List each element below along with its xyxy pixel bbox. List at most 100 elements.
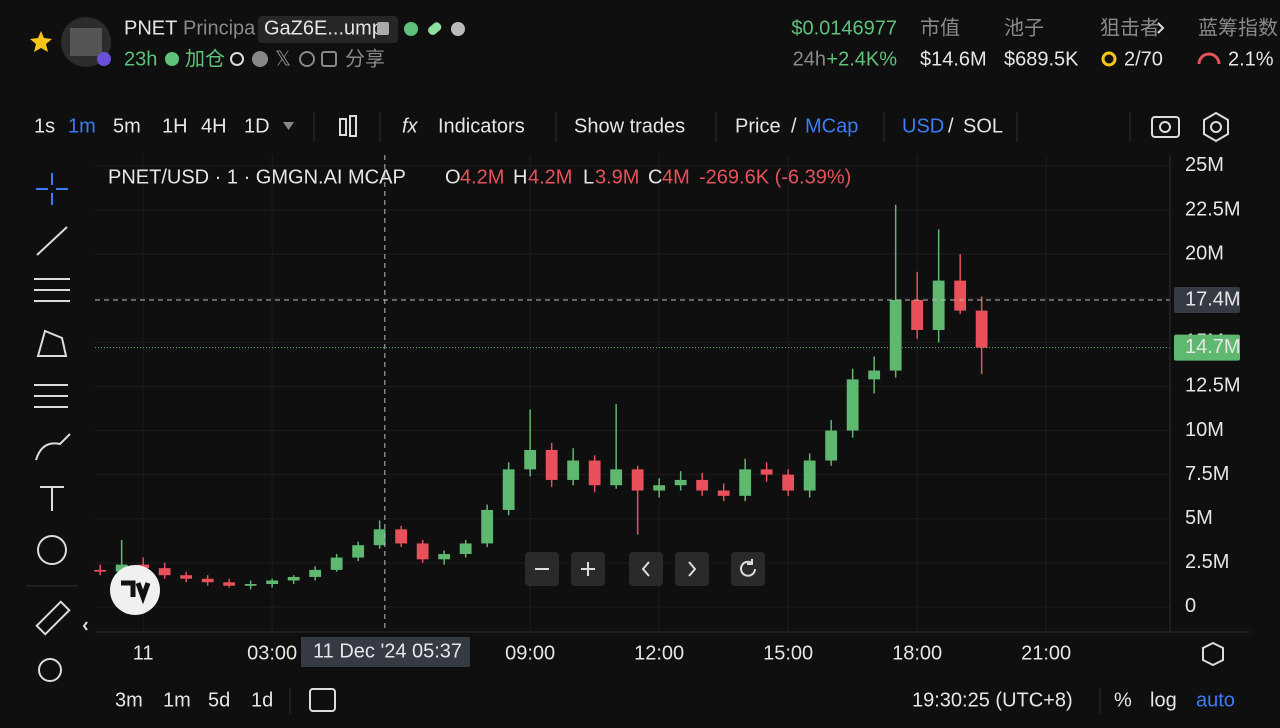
interval[interactable]: 1m [68,115,96,137]
price-toggle[interactable]: Price [735,115,781,137]
emoji-tool[interactable] [37,535,67,565]
x-tick-label: 12:00 [634,642,684,664]
stat-label: 狙击者 [1100,16,1160,39]
candle-body [760,469,773,475]
candle-body [373,529,386,546]
legend-key: H [513,166,527,188]
stat-label: 池子 [1004,16,1044,39]
range[interactable]: 1d [251,689,273,711]
crosshair-y-box [1174,287,1240,314]
range[interactable]: 1m [163,689,191,711]
text-tool[interactable] [40,486,64,511]
y-tick-label: 7.5M [1185,463,1229,485]
clock: 19:30:25 (UTC+8) [912,689,1073,711]
favorite-star[interactable] [30,31,52,52]
token-logo-image [70,28,102,56]
show-trades[interactable]: Show trades [574,115,685,137]
change-label: 24h [793,48,826,70]
interval[interactable]: 1H [162,115,188,137]
x-tick-label: 09:00 [505,642,555,664]
search-icon[interactable] [230,52,244,66]
calendar-icon[interactable] [309,688,336,712]
stat-value: 2/70 [1124,48,1163,70]
projection-tool[interactable] [34,384,68,408]
indicators[interactable]: Indicators [438,115,525,137]
chevron[interactable] [1157,22,1165,34]
auto-toggle[interactable]: auto [1196,689,1235,711]
candle-icon[interactable] [339,118,347,136]
gauge-icon [1197,52,1221,65]
candle-body [416,543,429,560]
reset[interactable] [731,552,765,586]
interval[interactable]: 4H [201,115,227,137]
settings-icon[interactable] [1203,111,1229,143]
stat-label: 市值 [920,16,960,39]
range[interactable]: 5d [208,689,230,711]
address-box[interactable] [258,16,398,43]
candle-body [975,310,988,348]
dropdown[interactable] [283,122,294,130]
crosshair-tool[interactable] [36,173,68,205]
candle-body [158,568,171,576]
scroll-right[interactable] [675,552,709,586]
crosshair-date: 11 Dec '24 [313,640,407,662]
candle-body [94,569,107,572]
social-icon[interactable] [252,51,268,67]
candle-body [717,490,730,496]
token-name: Principa [183,17,256,39]
price: $0.0146977 [791,17,897,39]
ruler-tool[interactable] [35,600,71,636]
candle-body [330,557,343,570]
mcap-toggle[interactable]: MCap [805,115,858,137]
usd-toggle[interactable]: USD [902,115,944,137]
candle-body [889,300,902,371]
candle-body [739,469,752,496]
share[interactable]: 分享 [345,47,385,70]
collapse[interactable] [82,621,88,631]
age: 23h [124,48,157,70]
interval[interactable]: 5m [113,115,141,137]
interval[interactable]: 1s [34,115,55,137]
fx-icon[interactable]: fx [402,115,419,137]
candle-body [696,479,709,491]
separator: / [948,115,954,137]
camera-lens [1159,121,1171,133]
axis-settings[interactable] [1202,641,1224,667]
fib-tool[interactable] [34,278,70,302]
interval[interactable]: 1D [244,115,270,137]
x-tick-label: 03:00 [247,642,297,664]
candle-body [287,576,300,581]
candle-body [545,449,558,480]
plus-icon [581,562,595,576]
trendline-tool[interactable] [36,226,68,256]
percent-toggle[interactable]: % [1114,689,1132,711]
camera-icon[interactable] [1151,116,1180,138]
share-icon[interactable] [321,51,337,67]
legend-value: 3.9M [595,166,639,188]
candle-body [481,509,494,544]
x-icon[interactable]: 𝕏 [275,48,291,70]
candle-body [115,564,128,572]
sol-toggle[interactable]: SOL [963,115,1003,137]
change: +2.4K% [826,48,897,70]
stat-value: $689.5K [1004,48,1079,70]
candle-icon[interactable] [349,115,357,137]
y-tick-label: 12.5M [1185,375,1241,397]
tradingview-mark [121,580,151,605]
zoom-tool[interactable] [38,658,62,682]
scroll-left[interactable] [629,552,663,586]
log-toggle[interactable]: log [1150,689,1177,711]
copy-icon[interactable] [377,22,389,35]
pattern-tool[interactable] [36,329,68,357]
add-position[interactable]: 加仓 [185,47,225,70]
brush-tool[interactable] [35,433,71,461]
web-icon[interactable] [299,51,315,67]
separator: / [791,115,797,137]
candle-body [825,430,838,461]
crosshair-time: 05:37 [412,640,462,662]
plot-area [94,155,1170,632]
candle-body [352,545,365,558]
range[interactable]: 3m [115,689,143,711]
